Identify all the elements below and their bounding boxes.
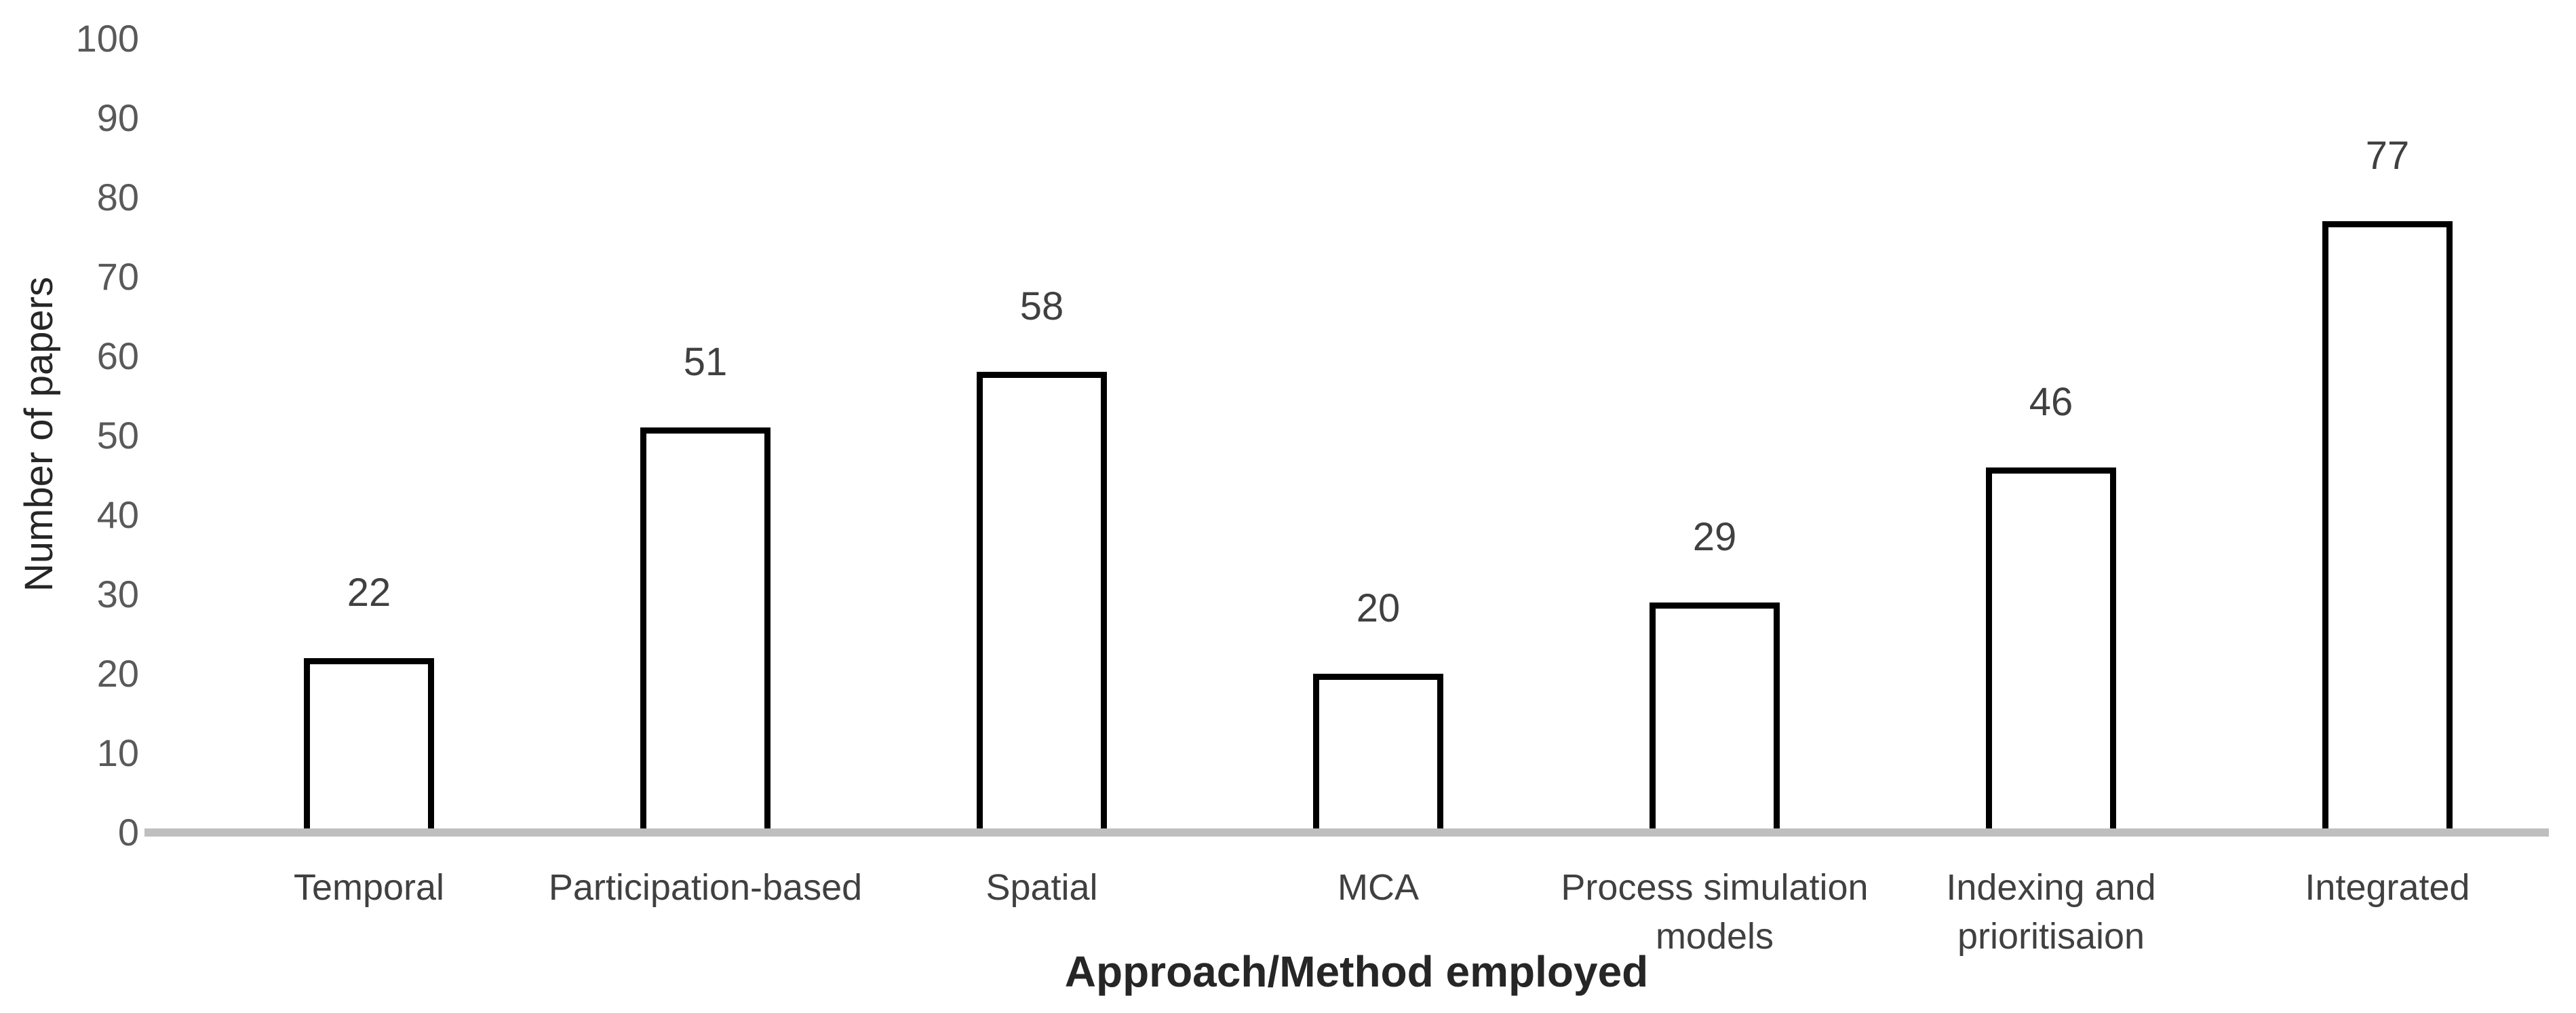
bar xyxy=(977,372,1107,837)
x-axis-title: Approach/Method employed xyxy=(1064,947,1649,996)
y-tick-label: 50 xyxy=(96,414,139,457)
category-label: Participation-based xyxy=(548,867,863,908)
y-tick-label: 80 xyxy=(96,176,139,218)
bar xyxy=(304,657,434,837)
bar xyxy=(2322,221,2453,837)
y-tick-label: 100 xyxy=(75,17,139,60)
category-label: MCA xyxy=(1338,867,1419,908)
bar-value-label: 20 xyxy=(1356,586,1401,630)
y-tick-label: 90 xyxy=(96,96,139,139)
bar-value-label: 77 xyxy=(2365,134,2410,178)
category-label: Integrated xyxy=(2305,867,2470,908)
y-tick-label: 70 xyxy=(96,255,139,298)
bar-value-label: 29 xyxy=(1692,514,1737,559)
bar-value-label: 46 xyxy=(2029,379,2073,424)
bar-value-label: 22 xyxy=(347,570,391,615)
category-label: Spatial xyxy=(985,867,1098,908)
bar xyxy=(1650,602,1780,837)
category-label: Process simulation models xyxy=(1561,867,1869,957)
y-tick-label: 10 xyxy=(96,731,139,774)
x-axis-line xyxy=(144,828,2549,837)
bar xyxy=(640,427,770,837)
bar xyxy=(1313,674,1443,837)
y-tick-label: 0 xyxy=(117,811,139,854)
y-tick-label: 40 xyxy=(96,493,139,536)
category-label: Indexing and prioritisaion xyxy=(1946,867,2156,957)
y-tick-label: 30 xyxy=(96,573,139,615)
bar xyxy=(1986,467,2116,837)
y-tick-label: 60 xyxy=(96,335,139,377)
category-label: Temporal xyxy=(293,867,445,908)
y-tick-label: 20 xyxy=(96,652,139,695)
bar-value-label: 51 xyxy=(683,340,728,385)
bar-value-label: 58 xyxy=(1019,284,1064,329)
